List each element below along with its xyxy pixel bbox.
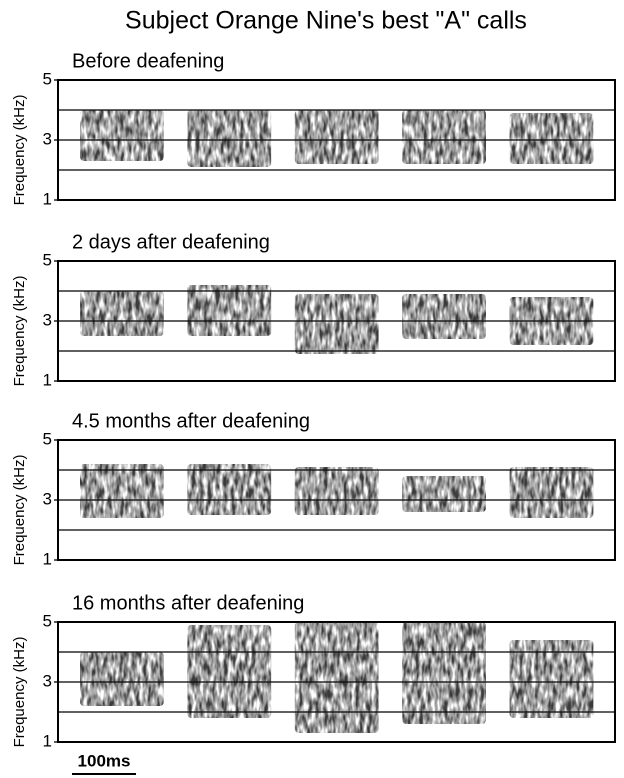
call <box>509 467 594 518</box>
call <box>80 652 164 706</box>
y-axis-label: Frequency (kHz) <box>11 276 28 387</box>
y-tick-label: 3 <box>43 129 52 148</box>
panel-title: Before deafening <box>72 50 224 72</box>
call <box>294 294 379 354</box>
call <box>294 110 379 164</box>
figure-title: Subject Orange Nine's best "A" calls <box>125 7 527 35</box>
y-tick-label: 3 <box>43 310 52 329</box>
call <box>402 622 486 724</box>
call <box>509 297 594 345</box>
scale-bar-label: 100ms <box>78 751 131 770</box>
call <box>187 464 272 515</box>
y-tick-label: 1 <box>43 189 52 208</box>
panel-title: 4.5 months after deafening <box>72 410 310 432</box>
y-axis-label: Frequency (kHz) <box>11 637 28 748</box>
y-tick-label: 3 <box>43 489 52 508</box>
y-axis-label: Frequency (kHz) <box>11 95 28 206</box>
call <box>294 467 379 515</box>
y-tick-label: 5 <box>43 611 52 630</box>
plot-frame <box>57 439 616 561</box>
y-tick-label: 5 <box>43 69 52 88</box>
plot-frame <box>57 79 616 201</box>
call <box>80 291 164 336</box>
call <box>402 476 486 512</box>
y-tick-label: 5 <box>43 429 52 448</box>
call <box>187 110 272 167</box>
call <box>294 622 379 733</box>
call <box>80 464 164 518</box>
call <box>187 285 272 336</box>
y-tick-label: 1 <box>43 731 52 750</box>
call <box>80 110 164 161</box>
call <box>402 294 486 339</box>
y-axis-label: Frequency (kHz) <box>11 455 28 566</box>
y-tick-label: 1 <box>43 370 52 389</box>
panel-title: 16 months after deafening <box>72 592 304 614</box>
panel-title: 2 days after deafening <box>72 231 270 253</box>
y-tick-label: 3 <box>43 671 52 690</box>
call <box>509 640 594 718</box>
call <box>402 110 486 164</box>
call <box>509 113 594 164</box>
y-tick-label: 1 <box>43 549 52 568</box>
plot-frame <box>57 260 616 382</box>
y-tick-label: 5 <box>43 250 52 269</box>
call <box>187 625 272 718</box>
